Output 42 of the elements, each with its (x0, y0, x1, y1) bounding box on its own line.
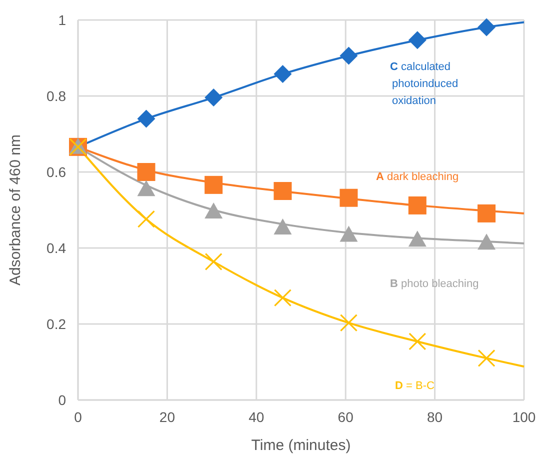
point (408, 230, 426, 247)
y-tick-label: 0 (58, 392, 66, 408)
point (137, 180, 156, 196)
x-tick-label: 100 (512, 409, 536, 425)
point (478, 234, 496, 250)
point (274, 182, 292, 200)
y-axis-title: Adsorbance of 460 nm (7, 134, 24, 286)
point (340, 314, 358, 332)
point (204, 252, 222, 270)
point (408, 332, 426, 350)
y-tick-label: 0.2 (46, 316, 66, 332)
series-label: A dark bleaching (376, 171, 459, 183)
point (340, 188, 358, 207)
point (408, 196, 426, 214)
point (274, 218, 292, 234)
y-tick-label: 1 (58, 12, 66, 28)
point (137, 163, 156, 181)
point (408, 31, 426, 50)
point (478, 204, 496, 222)
point (478, 349, 496, 367)
point (478, 18, 496, 36)
point (340, 46, 358, 65)
point (340, 226, 358, 242)
x-tick-label: 0 (74, 409, 82, 425)
point (204, 176, 223, 194)
point (274, 64, 292, 83)
x-tick-label: 20 (159, 409, 176, 425)
text: C calculated photoinduced oxidation (390, 61, 458, 107)
x-tick-label: 60 (338, 409, 354, 425)
x-tick-label: 40 (248, 409, 264, 425)
x-axis-title: Time (minutes) (251, 437, 351, 454)
y-tick-label: 0.8 (46, 88, 66, 104)
text: B photo bleaching (390, 278, 479, 290)
y-tick-label: 0.4 (46, 240, 66, 256)
y-tick-label: 0.6 (46, 164, 66, 180)
text: D = B-C (395, 380, 434, 392)
x-tick-label: 80 (427, 409, 443, 425)
point (204, 88, 223, 107)
point (137, 210, 156, 228)
point (274, 288, 292, 307)
point (137, 110, 156, 128)
point (204, 202, 223, 219)
